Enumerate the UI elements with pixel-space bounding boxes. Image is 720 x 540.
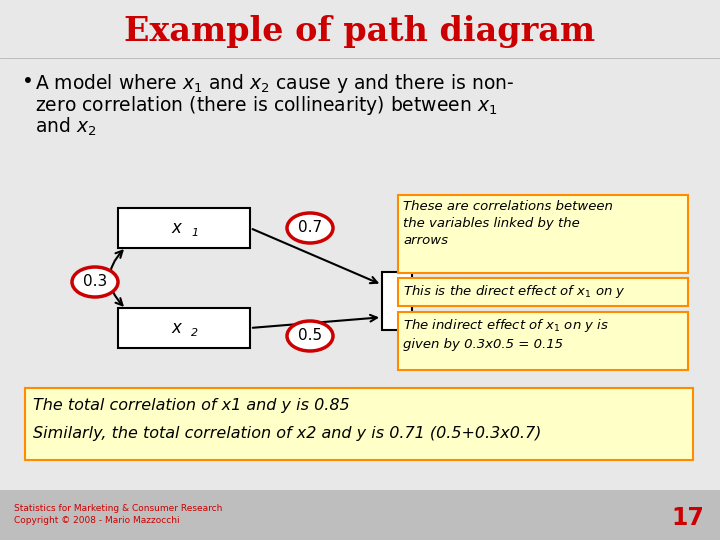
Text: Copyright © 2008 - Mario Mazzocchi: Copyright © 2008 - Mario Mazzocchi	[14, 516, 179, 525]
Text: The total correlation of x1 and y is 0.85: The total correlation of x1 and y is 0.8…	[33, 398, 350, 413]
Bar	[0, 490, 720, 540]
Text: •: •	[22, 72, 34, 91]
Text: A model where $x_1$ and $x_2$ cause y and there is non-: A model where $x_1$ and $x_2$ cause y an…	[35, 72, 514, 95]
Text: 0.3: 0.3	[83, 274, 107, 289]
Text: and $x_2$: and $x_2$	[35, 116, 96, 138]
Text: x: x	[171, 219, 181, 237]
Bar	[398, 278, 688, 306]
Ellipse shape	[287, 213, 333, 243]
Text: 2: 2	[191, 328, 198, 338]
Text: 1: 1	[191, 228, 198, 238]
Text: zero correlation (there is collinearity) between $x_1$: zero correlation (there is collinearity)…	[35, 94, 498, 117]
Ellipse shape	[287, 321, 333, 351]
Text: Statistics for Marketing & Consumer Research: Statistics for Marketing & Consumer Rese…	[14, 504, 222, 513]
Bar	[398, 312, 688, 370]
Ellipse shape	[72, 267, 118, 297]
Text: These are correlations between
the variables linked by the
arrows: These are correlations between the varia…	[403, 200, 613, 247]
Bar	[25, 388, 693, 460]
Text: The indirect effect of $x_1$ on y is
given by 0.3x0.5 = 0.15: The indirect effect of $x_1$ on y is giv…	[403, 317, 609, 351]
Text: x: x	[171, 319, 181, 337]
Text: Similarly, the total correlation of x2 and y is 0.71 (0.5+0.3x0.7): Similarly, the total correlation of x2 a…	[33, 426, 541, 441]
Bar	[118, 208, 250, 248]
Bar	[118, 308, 250, 348]
Text: 17: 17	[671, 506, 704, 530]
Text: This is the direct effect of $x_1$ on y: This is the direct effect of $x_1$ on y	[403, 284, 626, 300]
Text: 0.7: 0.7	[298, 220, 322, 235]
Text: Example of path diagram: Example of path diagram	[125, 16, 595, 49]
Bar	[382, 272, 412, 330]
Text: 0.5: 0.5	[298, 328, 322, 343]
Bar	[398, 195, 688, 273]
